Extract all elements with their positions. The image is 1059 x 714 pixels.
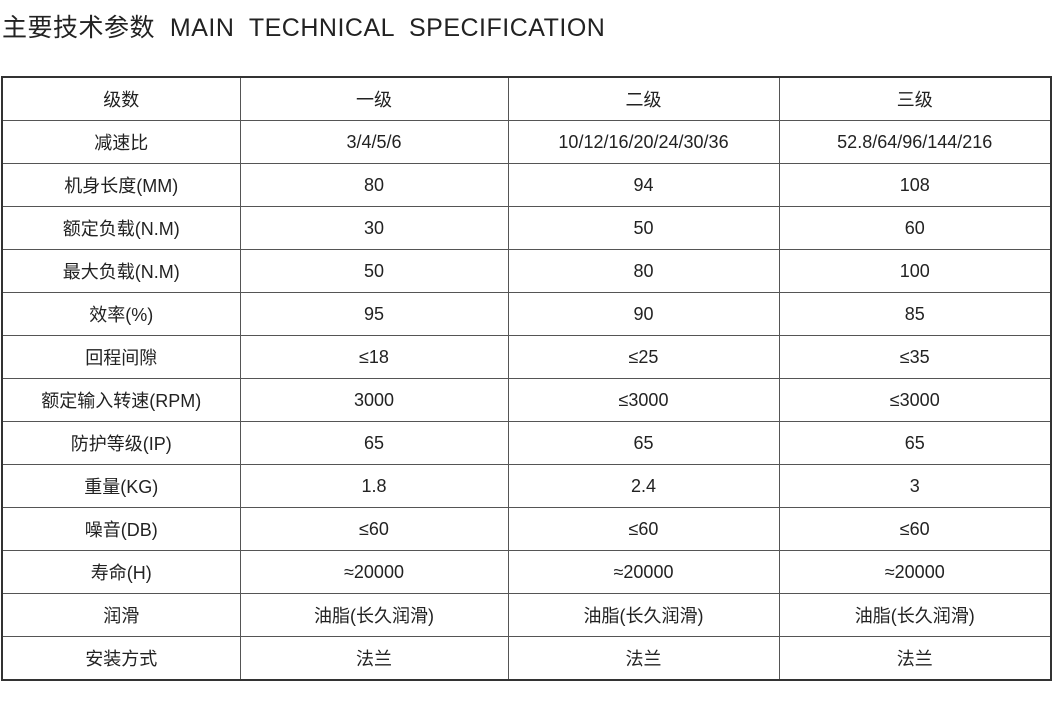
cell: 2.4 xyxy=(507,464,780,508)
row-label: 噪音(DB) xyxy=(1,507,241,551)
cell: 52.8/64/96/144/216 xyxy=(778,120,1052,164)
spec-table: 级数 一级 二级 三级 减速比 3/4/5/6 10/12/16/20/24/30/36 52… xyxy=(1,76,1052,681)
cell: 法兰 xyxy=(778,636,1052,681)
cell: ≈20000 xyxy=(778,550,1052,594)
cell: ≤3000 xyxy=(778,378,1052,422)
cell: ≈20000 xyxy=(239,550,509,594)
table-row: 噪音(DB) ≤60 ≤60 ≤60 xyxy=(1,507,1052,551)
cell: 3/4/5/6 xyxy=(239,120,509,164)
row-label: 额定输入转速(RPM) xyxy=(1,378,241,422)
cell: 80 xyxy=(239,163,509,207)
cell: 65 xyxy=(507,421,780,465)
cell: ≤35 xyxy=(778,335,1052,379)
cell: 65 xyxy=(778,421,1052,465)
row-label: 回程间隙 xyxy=(1,335,241,379)
cell: 85 xyxy=(778,292,1052,336)
cell: 50 xyxy=(239,249,509,293)
cell: 90 xyxy=(507,292,780,336)
cell: 1.8 xyxy=(239,464,509,508)
cell: 油脂(长久润滑) xyxy=(507,593,780,637)
cell: 油脂(长久润滑) xyxy=(778,593,1052,637)
table-row: 额定输入转速(RPM) 3000 ≤3000 ≤3000 xyxy=(1,378,1052,422)
cell: 3 xyxy=(778,464,1052,508)
cell: ≤60 xyxy=(778,507,1052,551)
row-label: 效率(%) xyxy=(1,292,241,336)
cell: 30 xyxy=(239,206,509,250)
cell: ≈20000 xyxy=(507,550,780,594)
cell: 10/12/16/20/24/30/36 xyxy=(507,120,780,164)
row-label: 润滑 xyxy=(1,593,241,637)
row-label: 最大负载(N.M) xyxy=(1,249,241,293)
row-label: 防护等级(IP) xyxy=(1,421,241,465)
row-label: 级数 xyxy=(1,76,241,121)
table-row: 重量(KG) 1.8 2.4 3 xyxy=(1,464,1052,508)
table-row: 防护等级(IP) 65 65 65 xyxy=(1,421,1052,465)
cell: 一级 xyxy=(239,76,509,121)
cell: 法兰 xyxy=(507,636,780,681)
cell: 3000 xyxy=(239,378,509,422)
cell: 油脂(长久润滑) xyxy=(239,593,509,637)
cell: ≤60 xyxy=(507,507,780,551)
cell: 108 xyxy=(778,163,1052,207)
page-title: 主要技术参数 MAIN TECHNICAL SPECIFICATION xyxy=(2,14,606,42)
row-label: 寿命(H) xyxy=(1,550,241,594)
cell: 二级 xyxy=(507,76,780,121)
row-label: 重量(KG) xyxy=(1,464,241,508)
cell: 50 xyxy=(507,206,780,250)
row-label: 机身长度(MM) xyxy=(1,163,241,207)
header-row: 级数 一级 二级 三级 xyxy=(1,76,1052,121)
cell: ≤18 xyxy=(239,335,509,379)
table-row: 润滑 油脂(长久润滑) 油脂(长久润滑) 油脂(长久润滑) xyxy=(1,593,1052,637)
table-row: 安装方式 法兰 法兰 法兰 xyxy=(1,636,1052,681)
row-label: 安装方式 xyxy=(1,636,241,681)
row-label: 减速比 xyxy=(1,120,241,164)
cell: 法兰 xyxy=(239,636,509,681)
cell: 60 xyxy=(778,206,1052,250)
cell: ≤3000 xyxy=(507,378,780,422)
cell: ≤60 xyxy=(239,507,509,551)
table-row: 回程间隙 ≤18 ≤25 ≤35 xyxy=(1,335,1052,379)
cell: 100 xyxy=(778,249,1052,293)
cell: 三级 xyxy=(778,76,1052,121)
cell: 94 xyxy=(507,163,780,207)
cell: 95 xyxy=(239,292,509,336)
table-row: 效率(%) 95 90 85 xyxy=(1,292,1052,336)
cell: 80 xyxy=(507,249,780,293)
table-row: 机身长度(MM) 80 94 108 xyxy=(1,163,1052,207)
cell: 65 xyxy=(239,421,509,465)
table-row: 最大负载(N.M) 50 80 100 xyxy=(1,249,1052,293)
table-row: 寿命(H) ≈20000 ≈20000 ≈20000 xyxy=(1,550,1052,594)
table-row: 额定负载(N.M) 30 50 60 xyxy=(1,206,1052,250)
table-row: 减速比 3/4/5/6 10/12/16/20/24/30/36 52.8/64/96… xyxy=(1,120,1052,164)
cell: ≤25 xyxy=(507,335,780,379)
row-label: 额定负载(N.M) xyxy=(1,206,241,250)
